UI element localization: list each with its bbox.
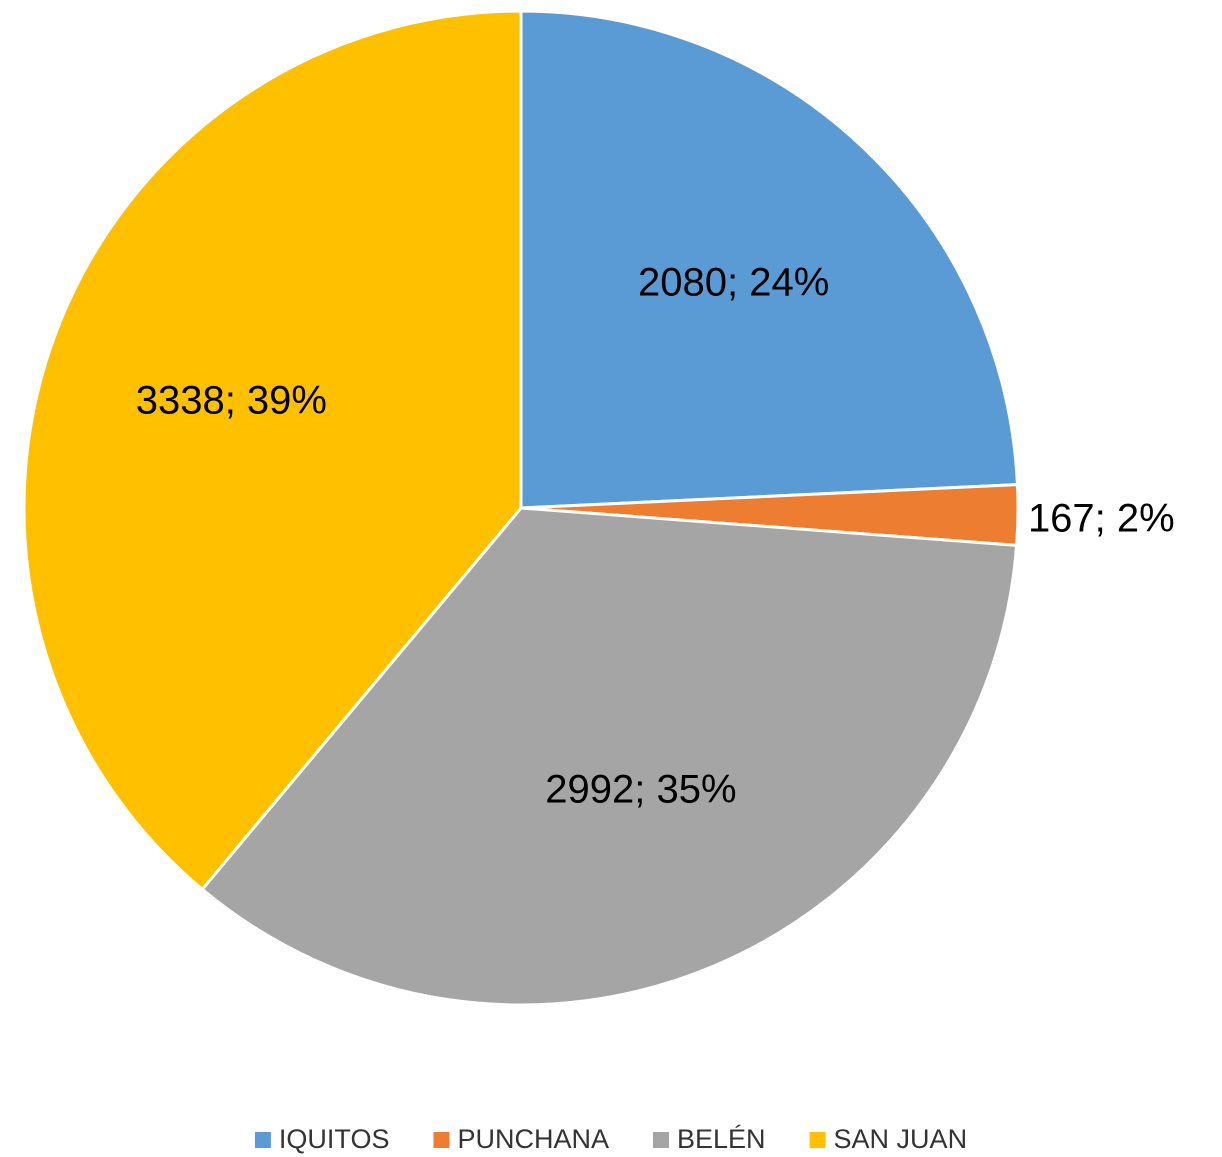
data-label: 3338; 39% [136,378,327,422]
pie-slice [519,9,1020,510]
data-label: 2080; 24% [638,261,829,305]
legend-label: PUNCHANA [457,1124,609,1154]
legend-swatch [652,1132,669,1148]
legend-label: IQUITOS [279,1124,390,1154]
legend-label: SAN JUAN [834,1124,968,1154]
pie-slice [200,506,1019,1007]
data-label: 2992; 35% [545,767,736,811]
data-label: 167; 2% [1028,497,1175,541]
legend-label: BELÉN [677,1124,766,1154]
legend: IQUITOS PUNCHANA BELÉN SAN JUAN [254,1124,968,1154]
legend-swatch [809,1132,826,1148]
pie-slice [22,9,523,892]
legend-swatch [254,1132,271,1148]
legend-swatch [433,1132,450,1148]
